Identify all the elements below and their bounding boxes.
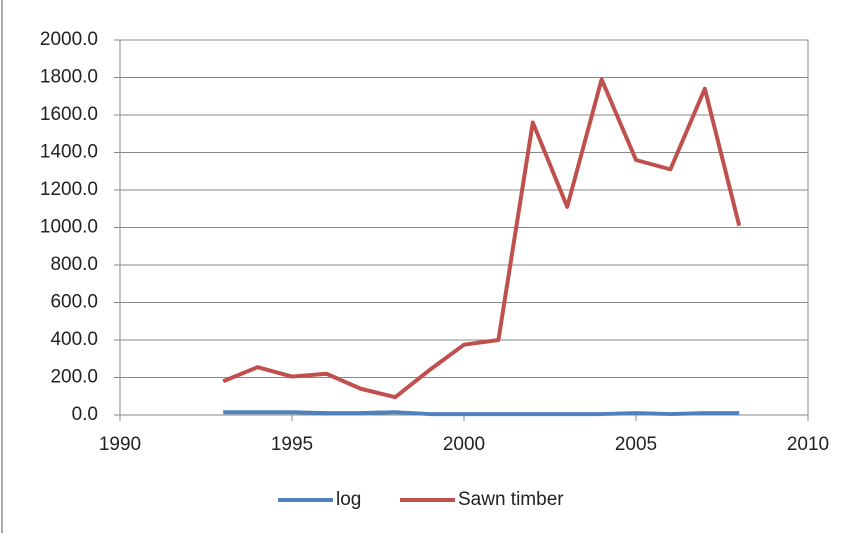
x-tick-label: 1995 xyxy=(271,434,313,455)
x-tick-label: 1990 xyxy=(99,434,141,455)
y-tick-label: 600.0 xyxy=(50,292,98,313)
y-tick-label: 200.0 xyxy=(50,367,98,388)
y-tick-label: 800.0 xyxy=(50,254,98,275)
x-tick-label: 2005 xyxy=(615,434,657,455)
y-tick-label: 1000.0 xyxy=(40,217,98,238)
y-tick-label: 2000.0 xyxy=(40,29,98,50)
x-tick-label: 2010 xyxy=(787,434,829,455)
series-line xyxy=(222,77,742,400)
y-tick-label: 1400.0 xyxy=(40,142,98,163)
y-tick-label: 1600.0 xyxy=(40,104,98,125)
y-tick-label: 1200.0 xyxy=(40,179,98,200)
series-line xyxy=(223,410,740,417)
legend-label: Sawn timber xyxy=(458,489,564,510)
y-tick-label: 400.0 xyxy=(50,329,98,350)
y-tick-label: 1800.0 xyxy=(40,67,98,88)
x-tick-label: 2000 xyxy=(443,434,485,455)
legend-label: log xyxy=(336,489,361,510)
y-tick-label: 0.0 xyxy=(72,404,98,425)
